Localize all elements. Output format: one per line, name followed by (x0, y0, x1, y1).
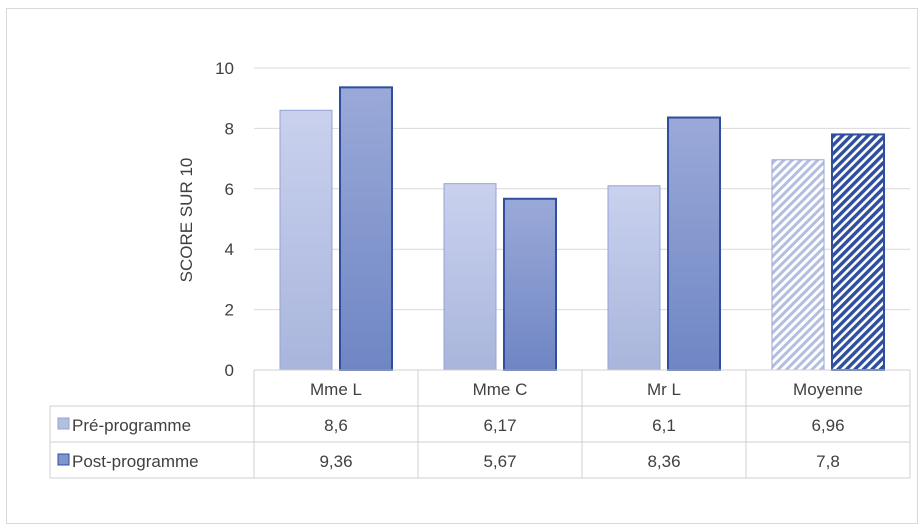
bar-pre-moyenne (771, 159, 825, 371)
data-value-label: 8,36 (647, 452, 680, 471)
category-label: Mr L (647, 380, 681, 399)
data-value-label: 5,67 (483, 452, 516, 471)
data-value-label: 6,1 (652, 416, 676, 435)
bar-post-moyenne (831, 133, 885, 371)
y-axis-title: SCORE SUR 10 (177, 158, 196, 283)
bars (279, 86, 885, 371)
legend-key-pre (57, 417, 70, 430)
y-tick-label: 2 (225, 301, 234, 320)
y-tick-label: 6 (225, 180, 234, 199)
bar-pre-mme-c (443, 183, 497, 371)
category-label: Mme L (310, 380, 362, 399)
y-tick-label: 8 (225, 119, 234, 138)
data-value-label: 7,8 (816, 452, 840, 471)
y-axis-ticks: 0 2 4 6 8 10 (215, 59, 234, 380)
legend-series-name: Post-programme (72, 452, 199, 471)
legend-key-post (57, 453, 70, 466)
bar-post-mme-l (339, 86, 393, 371)
y-tick-label: 0 (225, 361, 234, 380)
y-tick-label: 4 (225, 240, 234, 259)
data-value-label: 8,6 (324, 416, 348, 435)
category-label: Mme C (473, 380, 528, 399)
y-tick-label: 10 (215, 59, 234, 78)
data-value-label: 6,96 (811, 416, 844, 435)
bar-pre-mme-l (279, 109, 333, 371)
bar-post-mr-l (667, 116, 721, 371)
category-label: Moyenne (793, 380, 863, 399)
bar-pre-mr-l (607, 185, 661, 371)
legend-series-name: Pré-programme (72, 416, 191, 435)
data-value-label: 9,36 (319, 452, 352, 471)
data-table: Mme L Mme C Mr L Moyenne Pré-programme 8,6 6,1… (49, 369, 911, 479)
bar-post-mme-c (503, 197, 557, 371)
data-value-label: 6,17 (483, 416, 516, 435)
chart-frame (6, 8, 918, 524)
